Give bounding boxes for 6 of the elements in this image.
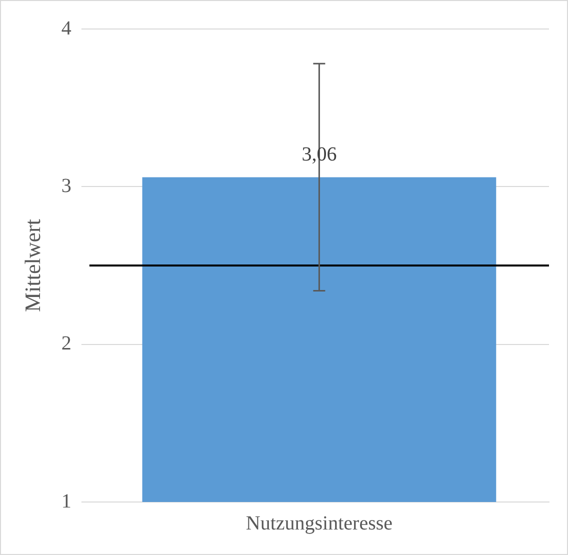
y-axis-title: Mittelwert [20,219,45,312]
y-tick-label: 2 [61,332,72,355]
x-tick-label: Nutzungsinteresse [246,512,393,534]
y-tick-label: 1 [61,490,72,512]
y-tick-label: 4 [61,17,72,40]
y-tick-label: 3 [61,174,72,197]
